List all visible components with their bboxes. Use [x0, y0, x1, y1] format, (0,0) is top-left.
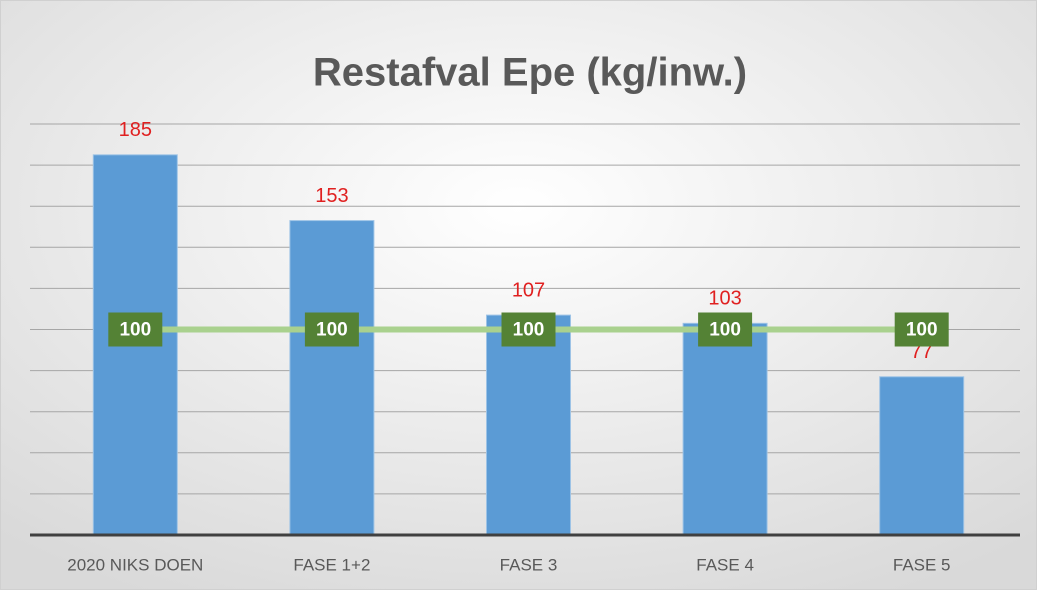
chart-title: Restafval Epe (kg/inw.) — [313, 51, 747, 95]
data-label: 100 — [709, 320, 741, 341]
x-tick-label: FASE 4 — [696, 555, 754, 574]
data-label-box — [894, 312, 949, 347]
bar — [682, 322, 768, 536]
data-label: 185 — [119, 119, 152, 141]
data-label: 100 — [316, 320, 348, 341]
data-label: 153 — [315, 185, 348, 207]
bar — [486, 314, 571, 536]
data-label: 100 — [906, 320, 938, 341]
x-tick-label: 2020 NIKS DOEN — [67, 555, 203, 574]
data-label-box — [501, 312, 556, 347]
x-tick-label: FASE 3 — [500, 555, 558, 574]
data-label-box — [698, 312, 753, 347]
data-label: 100 — [513, 320, 545, 341]
bar — [289, 220, 375, 536]
bar — [879, 376, 965, 536]
data-label: 103 — [708, 288, 741, 310]
data-label-box — [304, 312, 359, 347]
x-tick-label: FASE 1+2 — [293, 555, 370, 574]
data-label: 77 — [911, 341, 933, 363]
x-tick-label: FASE 5 — [893, 555, 951, 574]
data-label-box — [108, 312, 163, 347]
data-label: 100 — [119, 320, 151, 341]
data-label: 107 — [512, 279, 545, 301]
